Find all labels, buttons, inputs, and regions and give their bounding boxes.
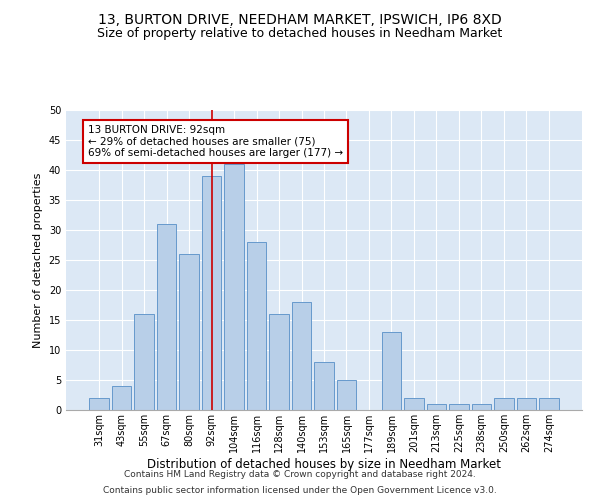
- Bar: [314, 362, 334, 410]
- Text: 13, BURTON DRIVE, NEEDHAM MARKET, IPSWICH, IP6 8XD: 13, BURTON DRIVE, NEEDHAM MARKET, IPSWIC…: [98, 12, 502, 26]
- Bar: [427, 404, 446, 410]
- Bar: [472, 404, 491, 410]
- Bar: [382, 332, 401, 410]
- Bar: [269, 314, 289, 410]
- Bar: [337, 380, 356, 410]
- X-axis label: Distribution of detached houses by size in Needham Market: Distribution of detached houses by size …: [147, 458, 501, 471]
- Bar: [179, 254, 199, 410]
- Bar: [404, 398, 424, 410]
- Bar: [517, 398, 536, 410]
- Bar: [539, 398, 559, 410]
- Bar: [224, 164, 244, 410]
- Text: Contains HM Land Registry data © Crown copyright and database right 2024.: Contains HM Land Registry data © Crown c…: [124, 470, 476, 479]
- Bar: [449, 404, 469, 410]
- Bar: [247, 242, 266, 410]
- Bar: [494, 398, 514, 410]
- Bar: [89, 398, 109, 410]
- Text: Size of property relative to detached houses in Needham Market: Size of property relative to detached ho…: [97, 28, 503, 40]
- Y-axis label: Number of detached properties: Number of detached properties: [33, 172, 43, 348]
- Bar: [134, 314, 154, 410]
- Bar: [202, 176, 221, 410]
- Bar: [292, 302, 311, 410]
- Text: Contains public sector information licensed under the Open Government Licence v3: Contains public sector information licen…: [103, 486, 497, 495]
- Bar: [112, 386, 131, 410]
- Bar: [157, 224, 176, 410]
- Text: 13 BURTON DRIVE: 92sqm
← 29% of detached houses are smaller (75)
69% of semi-det: 13 BURTON DRIVE: 92sqm ← 29% of detached…: [88, 125, 343, 158]
